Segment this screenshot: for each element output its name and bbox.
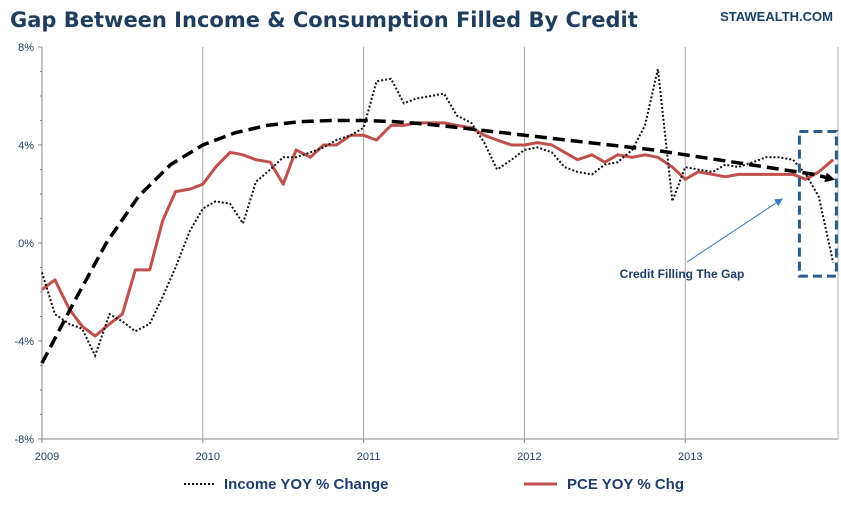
grid-lines <box>202 47 686 439</box>
x-tick-label: 2009 <box>35 451 59 463</box>
y-tick-label: -8% <box>14 434 34 446</box>
pce-series-line <box>41 121 835 338</box>
y-axis: 8% 4% 0% -4% -8% <box>14 42 42 446</box>
income-series-line <box>41 68 835 359</box>
series-group <box>40 68 836 364</box>
x-axis: 2009 2010 2011 2012 2013 <box>35 439 702 463</box>
legend-income-label: Income YOY % Change <box>224 476 389 493</box>
x-tick-label: 2012 <box>517 451 541 463</box>
x-tick-label: 2013 <box>678 451 702 463</box>
y-tick-label: 8% <box>18 42 34 54</box>
plot-area <box>41 47 839 440</box>
legend: Income YOY % Change PCE YOY % Chg <box>184 476 684 493</box>
source-brand: STAWEALTH.COM <box>720 9 833 24</box>
legend-pce-label: PCE YOY % Chg <box>567 476 684 493</box>
trend-arrow <box>40 118 836 364</box>
x-tick-label: 2011 <box>357 451 381 463</box>
annotation-arrow <box>686 198 783 263</box>
y-tick-label: 0% <box>18 238 34 250</box>
x-tick-label: 2010 <box>196 451 220 463</box>
y-tick-label: -4% <box>14 336 34 348</box>
highlight-box <box>797 130 838 278</box>
y-tick-label: 4% <box>18 140 34 152</box>
annotation-text: Credit Filling The Gap <box>620 267 745 281</box>
chart-title: Gap Between Income & Consumption Filled … <box>10 8 638 32</box>
annotations: Credit Filling The Gap <box>620 130 838 281</box>
